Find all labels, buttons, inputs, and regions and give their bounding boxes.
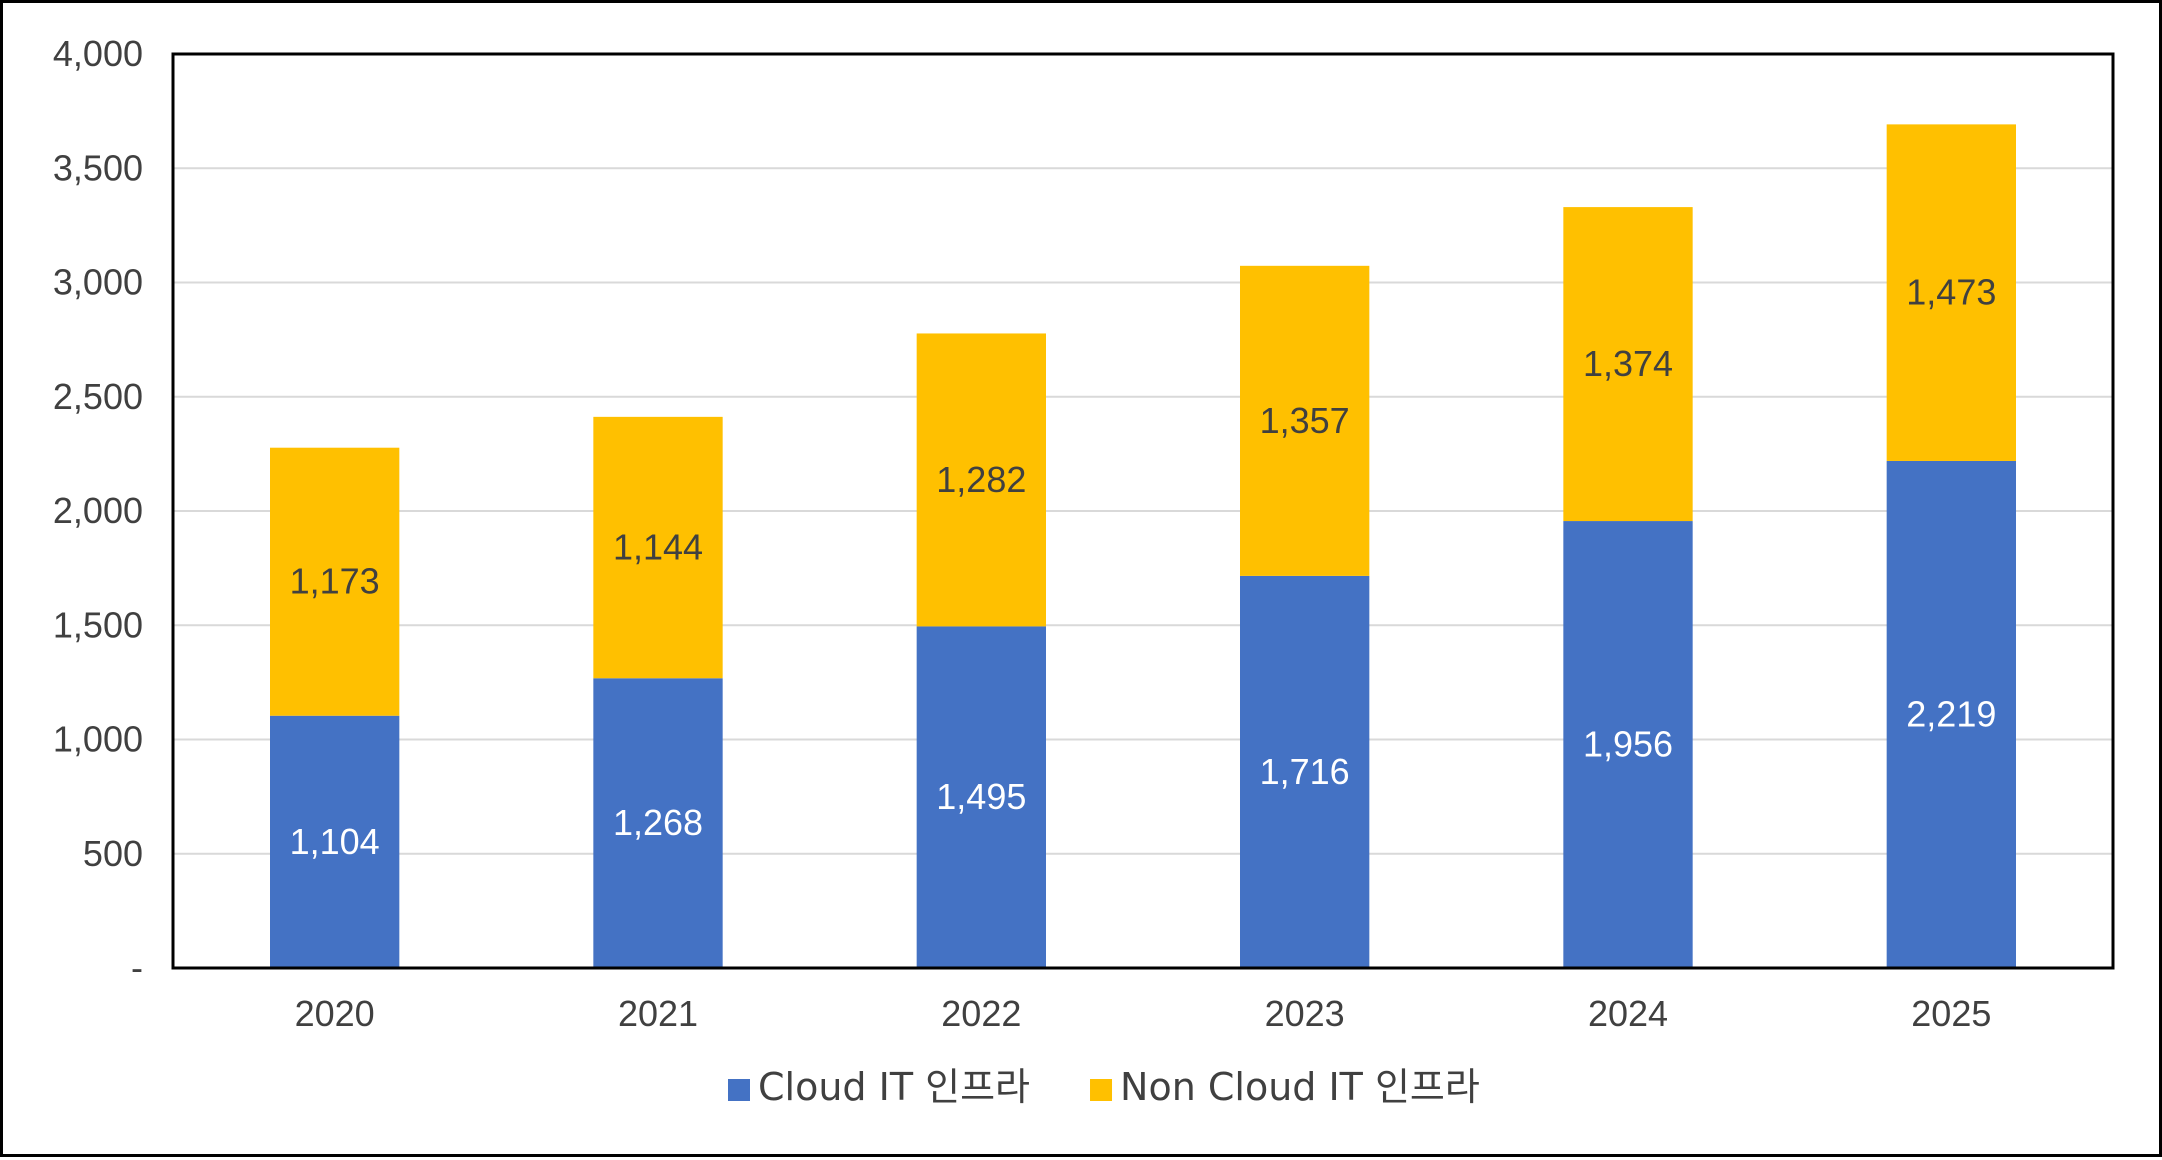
y-tick-label: 3,500	[53, 147, 143, 188]
data-label: 1,956	[1583, 724, 1673, 765]
data-label: 1,104	[290, 821, 380, 862]
gridlines	[173, 167, 2113, 855]
bar-segment-series-2	[1886, 124, 2016, 461]
bar-segment-series-2	[1240, 265, 1370, 576]
legend-label: Cloud IT 인프라	[758, 1065, 1030, 1109]
data-label: 1,268	[613, 802, 703, 843]
bar-segment-series-2	[1563, 207, 1693, 522]
bar-segment-series-1	[593, 678, 723, 968]
data-label: 2,219	[1906, 693, 1996, 734]
bar-segment-series-1	[916, 626, 1046, 968]
plot-area-border	[171, 52, 2115, 970]
y-tick-label: 2,500	[53, 376, 143, 417]
y-tick-label: 1,500	[53, 604, 143, 645]
y-tick-label: 2,000	[53, 490, 143, 531]
legend-label: Non Cloud IT 인프라	[1120, 1065, 1480, 1109]
data-label: 1,716	[1260, 751, 1350, 792]
bar-segment-series-2	[270, 447, 400, 716]
data-label: 1,144	[613, 527, 703, 568]
legend-swatch	[728, 1079, 750, 1101]
y-tick-label: 3,000	[53, 262, 143, 303]
data-label: 1,357	[1260, 400, 1350, 441]
data-label: 1,282	[936, 459, 1026, 500]
y-tick-label: 1,000	[53, 719, 143, 760]
data-label: 1,374	[1583, 343, 1673, 384]
bar-segment-series-1	[1563, 521, 1693, 968]
bar-segment-series-1	[1886, 460, 2016, 968]
legend-swatch	[1090, 1079, 1113, 1101]
data-label: 1,495	[936, 776, 1026, 817]
data-label: 1,173	[290, 561, 380, 602]
x-tick-label: 2022	[941, 993, 1021, 1034]
bar-segment-series-2	[593, 416, 723, 679]
bars: 1,104 1,173 1,268 1,144 1,495 1,282 1,716 1,357…	[270, 124, 2016, 968]
y-axis-ticks: - 500 1,000 1,500 2,000 2,500 3,000 3,500 4,000	[53, 33, 143, 988]
legend: Cloud IT 인프라 Non Cloud IT 인프라	[728, 1065, 1480, 1109]
x-axis-ticks: 2020 2021 2022 2023 2024 2025	[295, 993, 1992, 1034]
x-tick-label: 2020	[295, 993, 375, 1034]
bar-segment-series-1	[1240, 575, 1370, 968]
y-tick-label: 4,000	[53, 33, 143, 74]
data-label: 1,473	[1906, 272, 1996, 313]
y-tick-label: 500	[83, 833, 143, 874]
x-tick-label: 2021	[618, 993, 698, 1034]
stacked-bar-chart: 1,104 1,173 1,268 1,144 1,495 1,282 1,716 1,357…	[53, 33, 2115, 1109]
bar-segment-series-2	[916, 333, 1046, 627]
x-tick-label: 2025	[1911, 993, 1991, 1034]
bar-segment-series-1	[270, 715, 400, 968]
y-tick-label: -	[131, 947, 143, 988]
x-tick-label: 2023	[1265, 993, 1345, 1034]
x-tick-label: 2024	[1588, 993, 1668, 1034]
